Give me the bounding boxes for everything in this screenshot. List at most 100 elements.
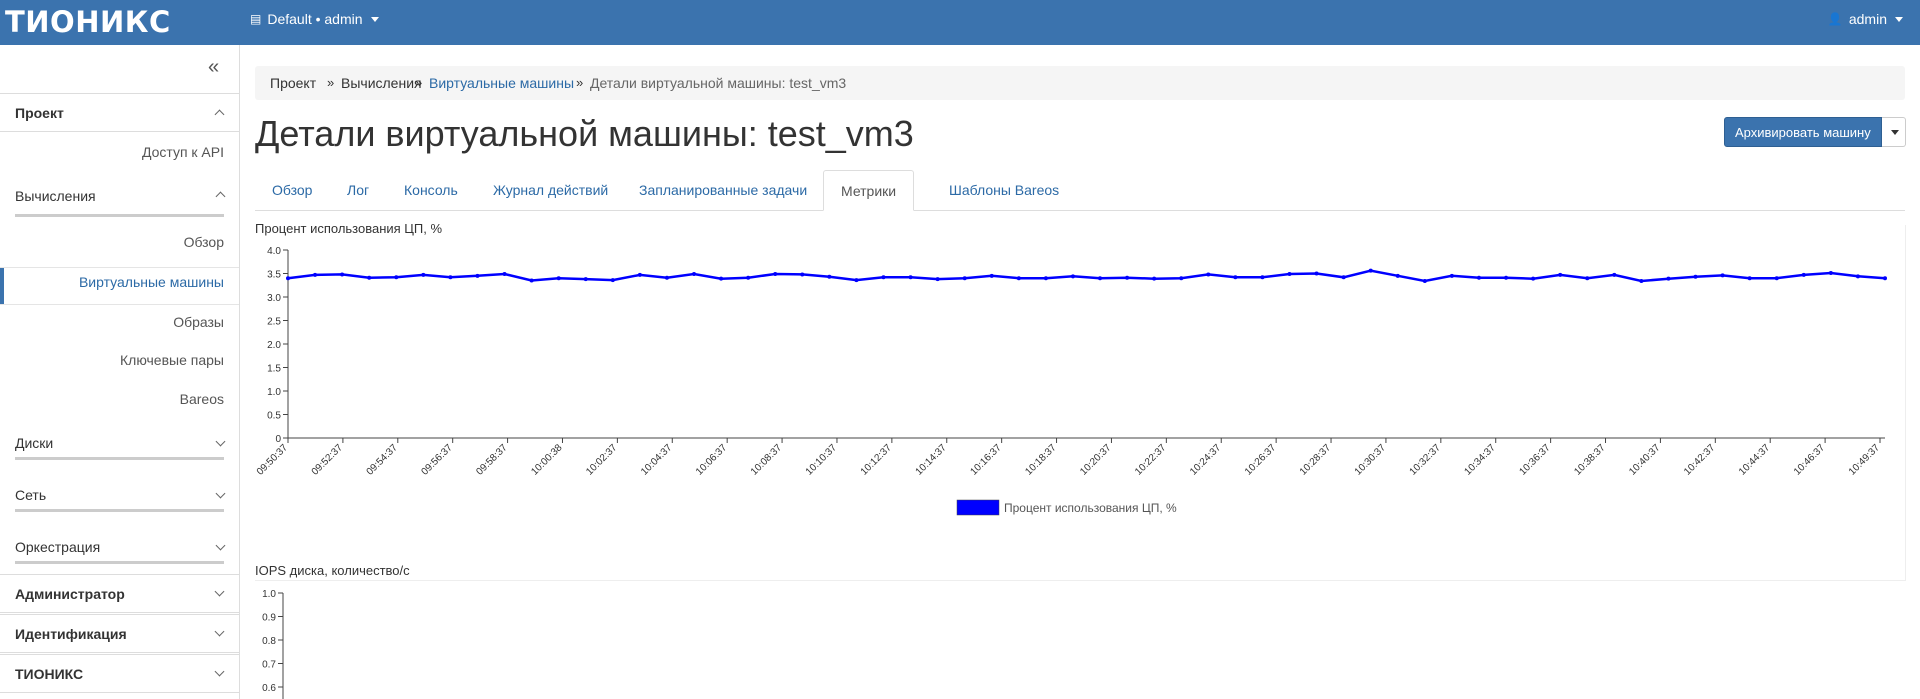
cpu-data-point [1098,276,1103,281]
active-stripe [0,268,4,304]
breadcrumb-separator-icon: » [576,75,584,90]
sidebar-section-tionix[interactable]: ТИОНИКС [0,654,239,693]
breadcrumb-current: Детали виртуальной машины: test_vm3 [590,75,847,91]
cpu-data-point [935,277,940,282]
brand-logo[interactable]: ТИОНИКС [5,5,171,39]
sidebar-active-highlight [0,267,239,305]
x-tick-label: 10:10:37 [804,442,840,478]
y-tick-label: 2.0 [267,340,281,351]
cpu-data-point [556,276,561,281]
sidebar-group-compute[interactable]: Вычисления [15,188,226,217]
y-tick-label: 0.8 [262,636,276,647]
caret-down-icon [1890,130,1899,135]
chevron-up-icon [214,109,225,120]
cpu-data-point [1368,268,1373,273]
x-tick-label: 09:50:37 [255,442,290,478]
sidebar-group-network[interactable]: Сеть [15,487,226,512]
sidebar-item-bareos[interactable]: Bareos [179,391,224,407]
cpu-data-point [692,271,697,276]
cpu-data-point [1693,274,1698,279]
x-tick-label: 10:26:37 [1243,442,1279,478]
cpu-data-point [908,275,913,280]
sidebar-item-keypairs[interactable]: Ключевые пары [120,352,224,368]
chevron-down-icon [214,586,225,597]
chevron-up-icon [215,191,226,202]
group-underline [15,509,224,512]
legend-label: Процент использования ЦП, % [1004,501,1177,515]
cpu-data-point [421,272,426,277]
cpu-data-point [1883,276,1887,281]
sidebar-item-instances[interactable]: Виртуальные машины [78,274,224,290]
cpu-chart-title: Процент использования ЦП, % [255,221,443,236]
user-menu[interactable]: 👤 admin [1828,11,1903,27]
x-tick-label: 10:38:37 [1572,442,1608,478]
tab-console[interactable]: Консоль [404,182,458,198]
x-tick-label: 10:06:37 [694,442,730,478]
user-icon: 👤 [1827,12,1843,26]
sidebar-section-identity[interactable]: Идентификация [0,614,239,653]
breadcrumb: Проект » Вычисления » Виртуальные машины… [255,66,1905,100]
sidebar-section-admin[interactable]: Администратор [0,574,239,613]
x-tick-label: 10:32:37 [1408,442,1444,478]
cpu-data-point [583,277,588,282]
sidebar-section-label: Администратор [15,586,125,602]
cpu-data-point [1476,275,1481,280]
cpu-data-point [529,278,534,283]
tab-scheduled-tasks[interactable]: Запланированные задачи [639,182,808,198]
legend-swatch [956,499,1000,516]
x-tick-label: 10:02:37 [584,442,620,478]
x-tick-label: 10:22:37 [1133,442,1169,478]
cpu-data-point [286,276,290,281]
collapse-sidebar-icon[interactable]: « [208,56,220,78]
sidebar-section-project[interactable]: Проект [0,93,239,132]
breadcrumb-separator-icon: » [415,75,423,90]
x-tick-label: 10:20:37 [1078,442,1114,478]
cpu-data-point [1504,275,1509,280]
sidebar-item-images[interactable]: Образы [173,314,224,330]
cpu-data-point [1585,276,1590,281]
tab-overview[interactable]: Обзор [272,182,313,198]
breadcrumb-instances-link[interactable]: Виртуальные машины [429,75,575,91]
cpu-data-point [313,272,318,277]
group-underline [15,457,224,460]
sidebar-group-label: Сеть [15,487,47,503]
cpu-data-point [1395,273,1400,278]
sidebar-group-volumes[interactable]: Диски [15,435,226,460]
top-navbar: ТИОНИКС ▤ Default • admin 👤 admin [0,0,1920,45]
sidebar-section-label: ТИОНИКС [15,666,84,682]
tab-log[interactable]: Лог [347,182,370,198]
cpu-data-point [1449,273,1454,278]
y-tick-label: 0 [275,434,281,445]
chevron-down-icon [215,540,226,551]
x-tick-label: 09:52:37 [310,442,346,478]
cpu-data-point [1720,273,1725,278]
y-tick-label: 0.7 [262,660,276,671]
chevron-down-icon [215,436,226,447]
archive-instance-button[interactable]: Архивировать машину [1724,117,1882,147]
sidebar-item-api-access[interactable]: Доступ к API [141,144,224,160]
sidebar-section-label: Идентификация [15,626,127,642]
more-actions-button[interactable] [1881,117,1906,147]
chevron-down-icon [214,626,225,637]
project-selector[interactable]: ▤ Default • admin [250,11,379,27]
x-tick-label: 10:24:37 [1188,442,1224,478]
x-tick-label: 10:28:37 [1298,442,1334,478]
chevron-down-icon [215,488,226,499]
caret-down-icon [370,16,379,22]
tab-metrics[interactable]: Метрики [823,170,915,211]
tab-action-log[interactable]: Журнал действий [493,182,609,198]
sidebar-item-overview[interactable]: Обзор [183,234,224,250]
x-tick-label: 10:44:37 [1737,442,1773,478]
cpu-data-point [1612,272,1617,277]
cpu-data-point [854,278,859,283]
sidebar: « Проект Доступ к API Вычисления Обзор В… [0,45,240,699]
cpu-data-point [1747,276,1752,281]
cpu-data-point [367,275,372,280]
y-tick-label: 1.5 [267,364,281,375]
cpu-data-point [448,275,453,280]
sidebar-group-label: Диски [15,435,54,451]
sidebar-group-orchestration[interactable]: Оркестрация [15,539,226,564]
cpu-data-point [475,273,480,278]
cpu-data-point [1341,275,1346,280]
tab-bareos-templates[interactable]: Шаблоны Bareos [949,182,1060,198]
